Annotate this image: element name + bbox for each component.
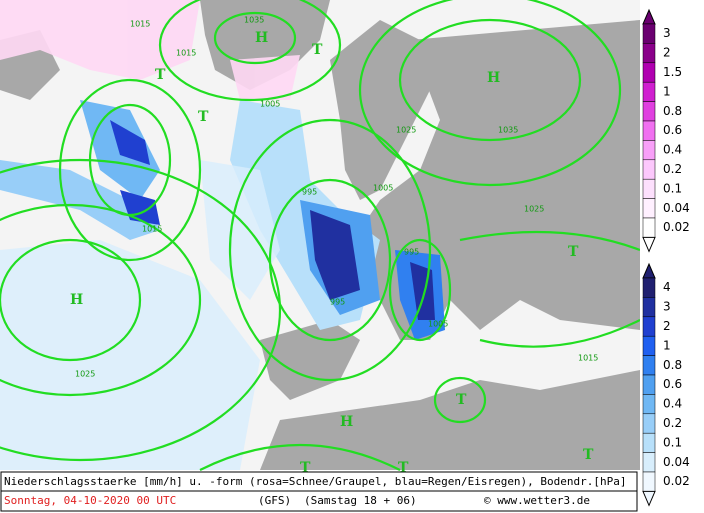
isobar-label: 1025 xyxy=(396,126,416,135)
legend-swatch xyxy=(642,62,656,83)
legend-swatch xyxy=(642,43,656,64)
high-label: H xyxy=(70,292,83,308)
legend-swatch xyxy=(642,374,656,395)
low-label: T xyxy=(568,244,579,260)
isobars xyxy=(0,0,641,471)
low-label: T xyxy=(300,460,311,476)
high-label: H xyxy=(487,70,500,86)
isobar-label: 1005 xyxy=(373,184,393,193)
legend-label: 2 xyxy=(663,319,671,333)
legend-label: 0.2 xyxy=(663,416,682,430)
low-label: T xyxy=(198,109,209,125)
legend-label: 2 xyxy=(663,46,671,60)
legend-label: 0.4 xyxy=(663,143,682,157)
rain-areas xyxy=(0,100,445,470)
legend-swatch xyxy=(642,23,656,44)
legend-label: 0.4 xyxy=(663,397,682,411)
legend-swatch xyxy=(642,217,656,238)
isobar-label: 995 xyxy=(302,188,317,197)
legend-swatch xyxy=(642,432,656,453)
legend-label: 0.2 xyxy=(663,162,682,176)
isobar-label: 1015 xyxy=(578,354,598,363)
legend-swatch xyxy=(642,413,656,434)
isobar-label: 1005 xyxy=(260,100,280,109)
legend-swatch xyxy=(642,452,656,473)
snow-area xyxy=(0,0,300,100)
legend-label: 0.04 xyxy=(663,455,690,469)
low-label: T xyxy=(456,392,467,408)
isobar-label: 995 xyxy=(330,298,345,307)
isobar-label: 995 xyxy=(404,248,419,257)
map: H H H H T T T T T T T T 1035 1015 1015 1… xyxy=(0,0,641,476)
legend-swatch xyxy=(642,297,656,318)
isobar-label: 1015 xyxy=(130,20,150,29)
footer-credit: © www.wetter3.de xyxy=(484,494,590,507)
isobar-label: 1035 xyxy=(498,126,518,135)
legend-swatch xyxy=(642,316,656,337)
legend-label: 0.8 xyxy=(663,358,682,372)
footer-model: (GFS) xyxy=(258,494,291,507)
legend-swatch xyxy=(642,81,656,102)
pressure-centers: H H H H T T T T T T T T xyxy=(70,30,594,476)
legend-swatch xyxy=(642,355,656,376)
legend-swatch xyxy=(642,140,656,161)
low-label: T xyxy=(155,67,166,83)
legend-label: 3 xyxy=(663,300,671,314)
isobar-label: 1025 xyxy=(524,205,544,214)
legend-swatch xyxy=(642,101,656,122)
legend-label: 0.02 xyxy=(663,220,690,234)
high-label: H xyxy=(255,30,268,46)
footer-description: Niederschlagsstaerke [mm/h] u. -form (ro… xyxy=(4,475,627,488)
isobar-label: 1035 xyxy=(244,16,264,25)
footer-run: (Samstag 18 + 06) xyxy=(304,494,417,507)
legend-label: 0.8 xyxy=(663,104,682,118)
legend-arrow xyxy=(642,490,656,507)
footer: Niederschlagsstaerke [mm/h] u. -form (ro… xyxy=(0,471,638,512)
legend-label: 0.6 xyxy=(663,377,682,391)
legend-label: 0.02 xyxy=(663,474,690,488)
isobar-label: 1025 xyxy=(75,370,95,379)
legend-label: 1.5 xyxy=(663,65,682,79)
low-label: T xyxy=(583,447,594,463)
legend-label: 1 xyxy=(663,84,671,98)
legend-swatch xyxy=(642,277,656,298)
legend-label: 3 xyxy=(663,26,671,40)
legend-label: 0.1 xyxy=(663,435,682,449)
legend-swatch xyxy=(642,178,656,199)
legend-swatch xyxy=(642,471,656,492)
legend-label: 0.6 xyxy=(663,123,682,137)
isobar-label: 1015 xyxy=(142,225,162,234)
isobar-label: 1015 xyxy=(176,49,196,58)
high-label: H xyxy=(340,414,353,430)
legend: 3 2 1.5 1 0.8 0.6 0.4 0.2 0.1 0.04 0.02 4 3 2 1 0.8 0.6 0… xyxy=(642,8,690,507)
legend-swatch xyxy=(642,394,656,415)
isobar-label: 1005 xyxy=(428,320,448,329)
footer-date: Sonntag, 04-10-2020 00 UTC xyxy=(4,494,176,507)
legend-label: 0.1 xyxy=(663,181,682,195)
legend-label: 0.04 xyxy=(663,201,690,215)
low-label: T xyxy=(398,460,409,476)
legend-label: 4 xyxy=(663,280,671,294)
legend-swatch xyxy=(642,335,656,356)
legend-swatch xyxy=(642,120,656,141)
low-label: T xyxy=(312,42,323,58)
isobar-labels: 1035 1015 1015 1005 1025 1035 1005 995 9… xyxy=(75,16,598,379)
legend-swatch xyxy=(642,198,656,219)
legend-swatch xyxy=(642,159,656,180)
legend-arrow xyxy=(642,236,656,253)
legend-label: 1 xyxy=(663,338,671,352)
